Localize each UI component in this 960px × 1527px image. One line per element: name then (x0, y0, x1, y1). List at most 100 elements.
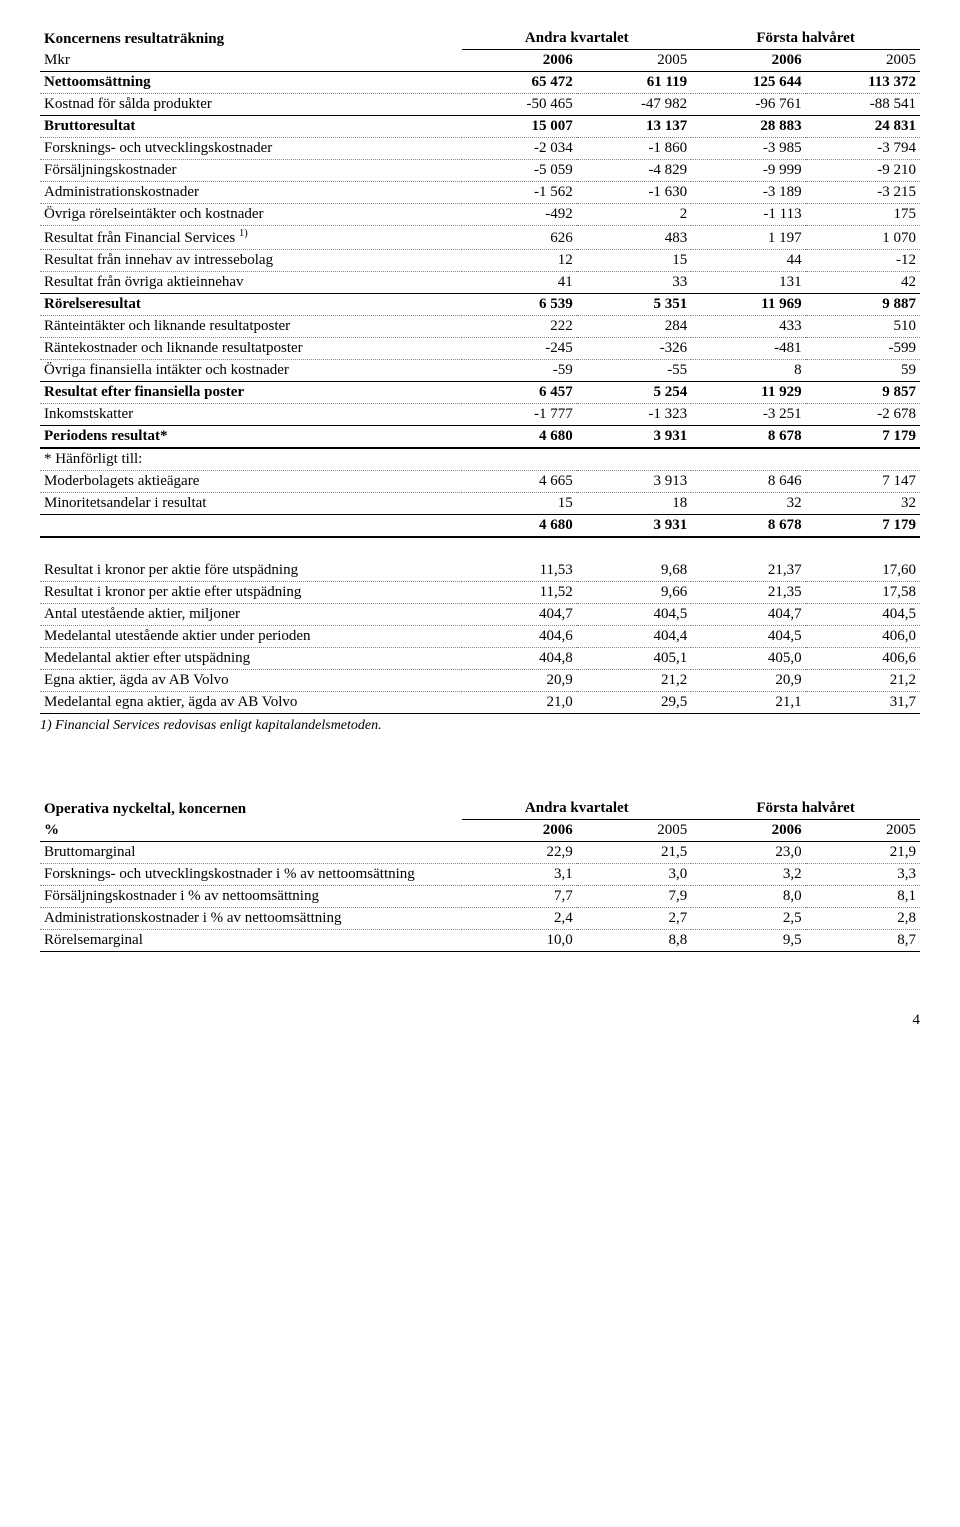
row-label: Bruttoresultat (40, 116, 462, 138)
cell-value: 2,4 (462, 908, 576, 930)
table-row: Egna aktier, ägda av AB Volvo20,921,220,… (40, 670, 920, 692)
year: 2006 (691, 820, 805, 842)
cell-value: 11,53 (462, 560, 576, 582)
cell-value: -88 541 (806, 94, 920, 116)
cell-value: 21,37 (691, 560, 805, 582)
cell-value: -1 630 (577, 182, 691, 204)
cell-value: 65 472 (462, 72, 576, 94)
cell-value: 626 (462, 226, 576, 250)
cell-value: 59 (806, 360, 920, 382)
colgroup-q2: Andra kvartalet (462, 28, 691, 50)
cell-value: -3 189 (691, 182, 805, 204)
cell-value: -47 982 (577, 94, 691, 116)
row-label: Medelantal utestående aktier under perio… (40, 626, 462, 648)
footnote: 1) Financial Services redovisas enligt k… (40, 718, 920, 734)
cell-value: -3 985 (691, 138, 805, 160)
cell-value: 8,1 (806, 886, 920, 908)
row-label: Räntekostnader och liknande resultatpost… (40, 338, 462, 360)
table-row: Rörelsemarginal10,08,89,58,7 (40, 930, 920, 952)
cell-value: 6 539 (462, 294, 576, 316)
cell-value: 13 137 (577, 116, 691, 138)
cell-value: 21,1 (691, 692, 805, 714)
cell-value: 175 (806, 204, 920, 226)
cell-value: 9,66 (577, 582, 691, 604)
table-row: Medelantal utestående aktier under perio… (40, 626, 920, 648)
year: 2006 (691, 50, 805, 72)
cell-value: 44 (691, 250, 805, 272)
cell-value: 113 372 (806, 72, 920, 94)
cell-value: 22,9 (462, 842, 576, 864)
cell-value: 404,7 (691, 604, 805, 626)
row-label: Försäljningskostnader (40, 160, 462, 182)
cell-value: 2,8 (806, 908, 920, 930)
cell-value: 41 (462, 272, 576, 294)
cell-value: 10,0 (462, 930, 576, 952)
cell-value: 404,5 (691, 626, 805, 648)
cell-value: -1 860 (577, 138, 691, 160)
cell-value: 7 179 (806, 515, 920, 538)
cell-value: 7 147 (806, 471, 920, 493)
cell-value: -50 465 (462, 94, 576, 116)
cell-value: 9,68 (577, 560, 691, 582)
table-row: Medelantal egna aktier, ägda av AB Volvo… (40, 692, 920, 714)
cell-value: 404,8 (462, 648, 576, 670)
cell-value: 32 (806, 493, 920, 515)
cell-value: 15 (462, 493, 576, 515)
table-row: Kostnad för sålda produkter-50 465-47 98… (40, 94, 920, 116)
cell-value: 1 070 (806, 226, 920, 250)
row-label: Bruttomarginal (40, 842, 462, 864)
cell-value: -5 059 (462, 160, 576, 182)
row-label: Övriga rörelseintäkter och kostnader (40, 204, 462, 226)
cell-value: 42 (806, 272, 920, 294)
year: 2005 (577, 50, 691, 72)
cell-value: 7,7 (462, 886, 576, 908)
table-row: Övriga finansiella intäkter och kostnade… (40, 360, 920, 382)
cell-value: 11 969 (691, 294, 805, 316)
cell-value: 15 (577, 250, 691, 272)
cell-value: 8 (691, 360, 805, 382)
table-row: Medelantal aktier efter utspädning404,84… (40, 648, 920, 670)
table-row: Administrationskostnader-1 562-1 630-3 1… (40, 182, 920, 204)
cell-value: 8 646 (691, 471, 805, 493)
row-label: Ränteintäkter och liknande resultatposte… (40, 316, 462, 338)
table-row: * Hänförligt till: (40, 448, 920, 471)
year: 2005 (806, 820, 920, 842)
cell-value: 404,4 (577, 626, 691, 648)
row-label: Administrationskostnader (40, 182, 462, 204)
row-label: Försäljningskostnader i % av nettoomsätt… (40, 886, 462, 908)
table-row: Övriga rörelseintäkter och kostnader-492… (40, 204, 920, 226)
table-row: Bruttomarginal22,921,523,021,9 (40, 842, 920, 864)
cell-value: 3,2 (691, 864, 805, 886)
table-row: Resultat i kronor per aktie efter utspäd… (40, 582, 920, 604)
cell-value: 7,9 (577, 886, 691, 908)
cell-value: 2 (577, 204, 691, 226)
table-row: Försäljningskostnader i % av nettoomsätt… (40, 886, 920, 908)
row-label (40, 515, 462, 538)
cell-value: 21,0 (462, 692, 576, 714)
cell-value: 405,1 (577, 648, 691, 670)
cell-value: -9 210 (806, 160, 920, 182)
table-row: Administrationskostnader i % av nettooms… (40, 908, 920, 930)
row-label: Resultat i kronor per aktie före utspädn… (40, 560, 462, 582)
cell-value: 15 007 (462, 116, 576, 138)
row-label: Rörelseresultat (40, 294, 462, 316)
row-label: Resultat efter finansiella poster (40, 382, 462, 404)
cell-value: -492 (462, 204, 576, 226)
year: 2006 (462, 820, 576, 842)
table-row: Resultat från innehav av intressebolag12… (40, 250, 920, 272)
row-label: Övriga finansiella intäkter och kostnade… (40, 360, 462, 382)
table-row: Försäljningskostnader-5 059-4 829-9 999-… (40, 160, 920, 182)
cell-value: 24 831 (806, 116, 920, 138)
row-label: Administrationskostnader i % av nettooms… (40, 908, 462, 930)
cell-value: 406,0 (806, 626, 920, 648)
table-row: Resultat i kronor per aktie före utspädn… (40, 560, 920, 582)
cell-value: 404,5 (806, 604, 920, 626)
cell-value: 3,1 (462, 864, 576, 886)
cell-value: 5 254 (577, 382, 691, 404)
cell-value: 125 644 (691, 72, 805, 94)
cell-value: 31,7 (806, 692, 920, 714)
cell-value: 4 665 (462, 471, 576, 493)
table-row: 4 6803 9318 6787 179 (40, 515, 920, 538)
cell-value: 28 883 (691, 116, 805, 138)
cell-value: 405,0 (691, 648, 805, 670)
